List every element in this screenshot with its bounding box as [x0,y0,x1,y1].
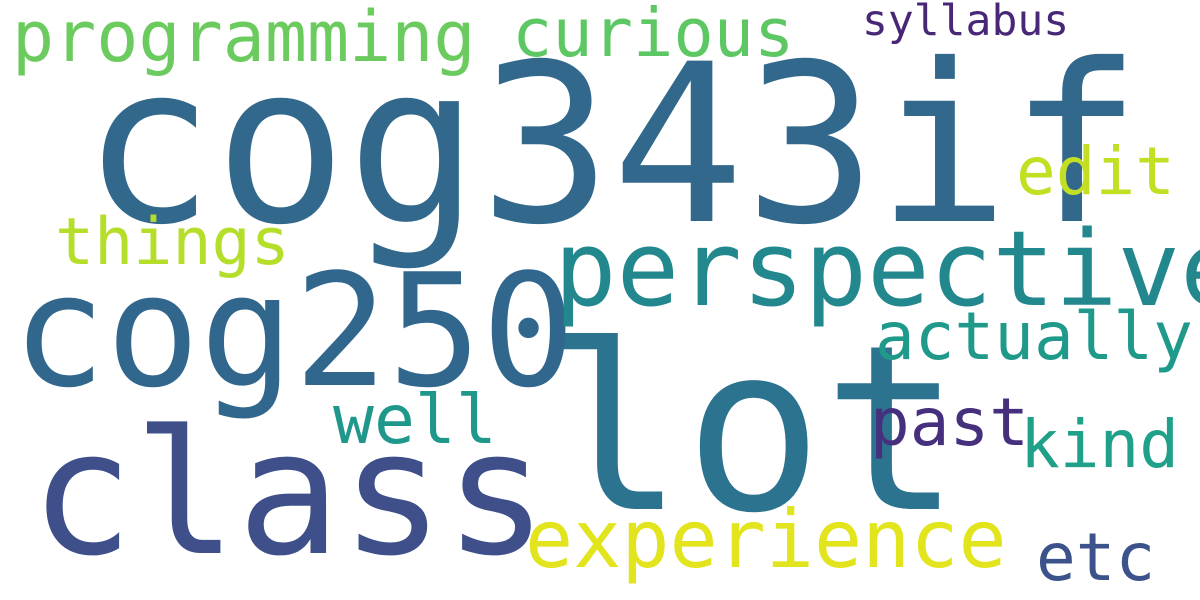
word-class: class [30,393,548,594]
word-perspective: perspective [554,208,1200,330]
word-things: things [55,205,290,280]
word-syllabus: syllabus [862,0,1070,46]
word-lot: lot [546,297,962,564]
word-actually: actually [875,298,1193,375]
word-cog250: cog250 [12,240,576,422]
word-cog343if: cog343if [82,17,1142,273]
word-past: past [870,384,1029,461]
word-curious: curious [512,0,795,72]
word-etc: etc [1036,519,1156,596]
word-well: well [333,381,497,460]
word-edit: edit [1016,133,1175,210]
word-experience: experience [525,493,1007,586]
word-programming: programming [12,0,476,78]
word-kind: kind [1020,406,1179,483]
